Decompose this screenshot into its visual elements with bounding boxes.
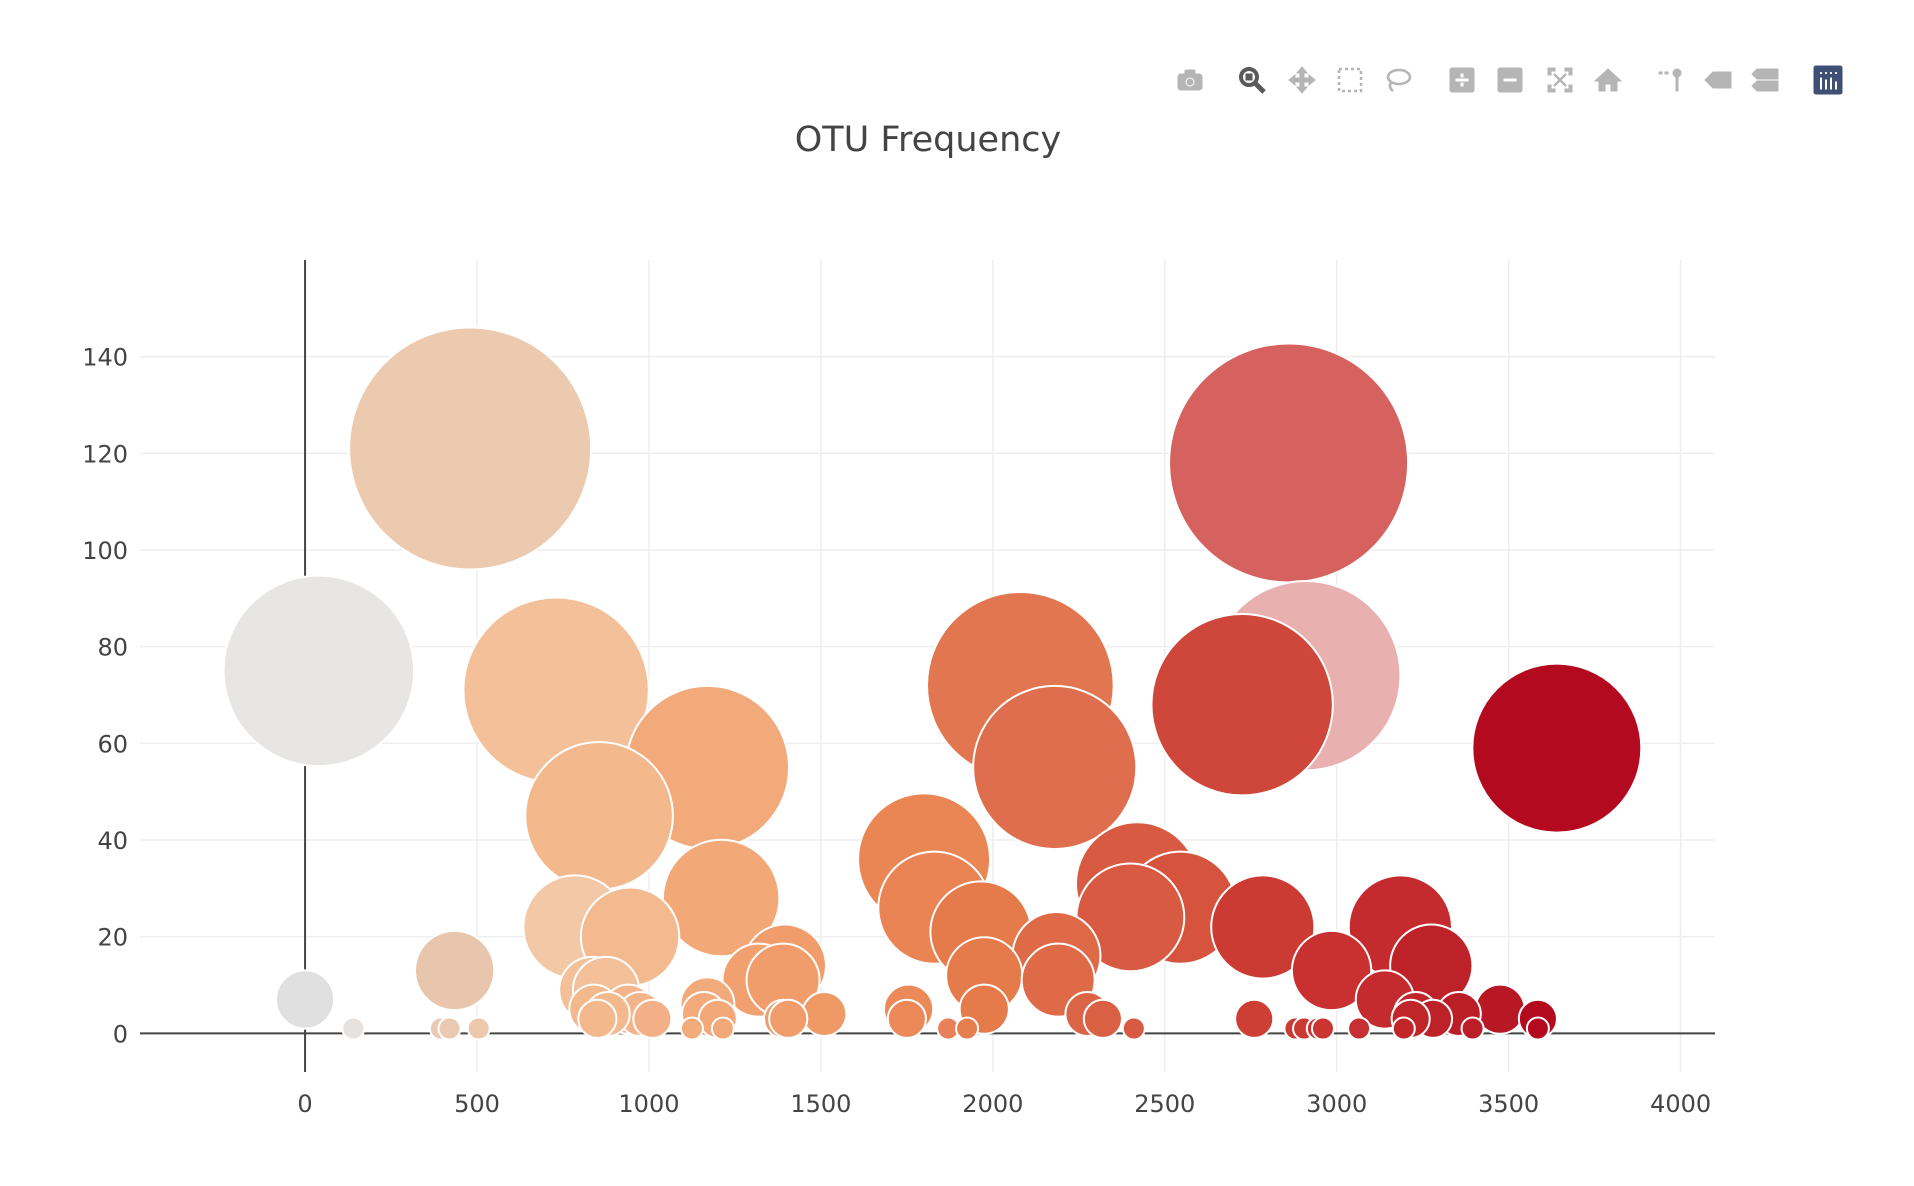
bubble-point[interactable] <box>1121 1016 1146 1041</box>
bubble-point[interactable] <box>466 1016 491 1041</box>
box-select-button[interactable] <box>1330 60 1370 100</box>
bubble-point[interactable] <box>577 998 618 1039</box>
spike-lines-button[interactable] <box>1650 60 1690 100</box>
bubble-point[interactable] <box>274 969 336 1030</box>
x-tick-label: 2000 <box>962 1090 1023 1118</box>
zoom-out-button[interactable] <box>1490 60 1530 100</box>
pan-icon <box>1288 66 1316 94</box>
bubble-point[interactable] <box>1082 998 1123 1039</box>
zoom-button[interactable] <box>1232 60 1272 100</box>
hover-compare-button[interactable] <box>1745 60 1785 100</box>
box-select-icon <box>1337 67 1363 93</box>
zoom-icon <box>1239 67 1266 94</box>
x-tick-label: 1500 <box>790 1090 851 1118</box>
bubble-point[interactable] <box>710 1016 735 1041</box>
lasso-select-button[interactable] <box>1378 60 1418 100</box>
plotly-logo-icon <box>1813 65 1843 95</box>
hover-compare-icon <box>1751 68 1779 92</box>
bubble-point[interactable] <box>437 1016 462 1041</box>
home-icon <box>1593 68 1623 92</box>
x-tick-label: 0 <box>297 1090 312 1118</box>
bubble-point[interactable] <box>1310 1016 1335 1041</box>
camera-icon <box>1177 69 1203 91</box>
y-tick-label: 40 <box>97 827 128 855</box>
bubble-point[interactable] <box>1391 1016 1416 1041</box>
bubble-point[interactable] <box>886 998 927 1039</box>
bubble-point[interactable] <box>1150 612 1334 797</box>
bubble-point[interactable] <box>1347 1016 1372 1041</box>
x-tick-label: 2500 <box>1134 1090 1195 1118</box>
x-tick-label: 3000 <box>1306 1090 1367 1118</box>
bubble-point[interactable] <box>1234 998 1275 1039</box>
y-tick-label: 100 <box>82 537 128 565</box>
data-points[interactable] <box>222 326 1643 1041</box>
bubble-point[interactable] <box>632 998 673 1039</box>
x-tick-label: 500 <box>454 1090 500 1118</box>
bubble-point[interactable] <box>348 326 593 571</box>
bubble-point[interactable] <box>661 838 781 958</box>
y-tick-label: 20 <box>97 924 128 952</box>
hover-closest-button[interactable] <box>1698 60 1738 100</box>
zoom-in-button[interactable] <box>1442 60 1482 100</box>
y-tick-label: 140 <box>82 344 128 372</box>
autoscale-button[interactable] <box>1540 60 1580 100</box>
bubble-point[interactable] <box>1460 1016 1485 1041</box>
bubble-point[interactable] <box>972 684 1138 851</box>
x-tick-label: 4000 <box>1650 1090 1711 1118</box>
y-tick-label: 80 <box>97 634 128 662</box>
reset-axes-button[interactable] <box>1588 60 1628 100</box>
bubble-point[interactable] <box>955 1016 980 1041</box>
tick-labels: 0 500 1000 1500 2000 2500 3000 3500 4000 0 20 40 60 8… <box>82 344 1711 1118</box>
bubble-point[interactable] <box>341 1016 366 1041</box>
minus-square-icon <box>1497 67 1523 93</box>
bubble-point[interactable] <box>413 929 496 1012</box>
chart-title: OTU Frequency <box>794 120 1062 160</box>
bubble-point[interactable] <box>1168 342 1410 584</box>
bubble-point[interactable] <box>1471 662 1643 834</box>
x-tick-label: 3500 <box>1478 1090 1539 1118</box>
bubble-point[interactable] <box>679 1016 704 1041</box>
autoscale-icon <box>1547 67 1573 93</box>
hover-closest-icon <box>1704 71 1732 89</box>
bubble-point[interactable] <box>801 991 848 1037</box>
y-tick-label: 120 <box>82 440 128 468</box>
plotly-logo-button[interactable] <box>1808 60 1848 100</box>
bubble-point[interactable] <box>524 741 674 891</box>
y-tick-label: 60 <box>97 730 128 758</box>
bubble-point[interactable] <box>1525 1016 1550 1041</box>
pan-button[interactable] <box>1282 60 1322 100</box>
bubble-point[interactable] <box>768 998 809 1039</box>
x-tick-label: 1000 <box>618 1090 679 1118</box>
plus-square-icon <box>1449 67 1475 93</box>
y-tick-label: 0 <box>113 1020 128 1048</box>
bubble-point[interactable] <box>1210 874 1316 980</box>
lasso-icon <box>1386 68 1412 92</box>
bubble-point[interactable] <box>1290 929 1373 1012</box>
spike-lines-icon <box>1658 68 1682 92</box>
bubble-point[interactable] <box>222 574 416 768</box>
download-plot-button[interactable] <box>1170 60 1210 100</box>
